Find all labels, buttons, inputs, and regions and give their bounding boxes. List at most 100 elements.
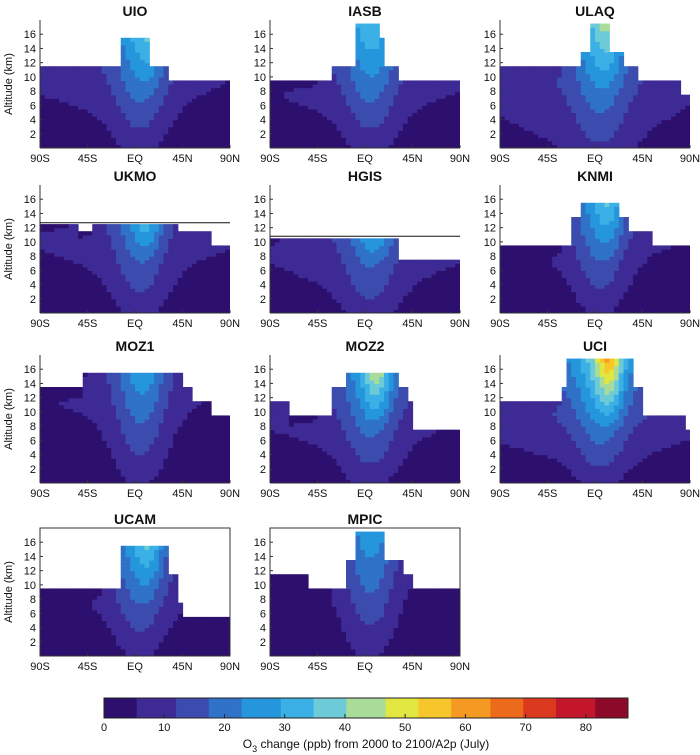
field-cell [274, 119, 281, 124]
field-cell [346, 144, 352, 148]
field-cell [365, 101, 371, 106]
field-cell [369, 30, 376, 35]
field-cell [379, 66, 385, 71]
field-cell [196, 87, 203, 92]
field-cell [78, 241, 84, 247]
field-cell [450, 291, 456, 296]
field-cell [82, 281, 89, 286]
x-tick-label: 45S [538, 153, 558, 165]
field-cell [360, 273, 366, 279]
field-cell [73, 270, 79, 275]
field-cell [369, 273, 376, 279]
field-cell [206, 108, 212, 114]
field-cell [523, 108, 530, 114]
field-cell [182, 116, 188, 121]
field-cell [322, 87, 328, 92]
field-cell [341, 277, 347, 282]
field-cell [163, 281, 169, 286]
field-cell [623, 84, 629, 89]
field-cell [59, 270, 65, 275]
field-cell [201, 238, 207, 243]
field-cell [54, 69, 60, 74]
field-cell [144, 41, 150, 46]
field-cell [220, 291, 226, 296]
field-cell [436, 137, 442, 142]
field-cell [68, 101, 74, 106]
field-cell [398, 273, 404, 279]
field-cell [40, 309, 46, 313]
field-cell [101, 91, 108, 96]
field-cell [388, 98, 395, 103]
field-cell [436, 101, 442, 106]
field-cell [599, 62, 606, 67]
field-cell [158, 281, 165, 286]
field-cell [355, 27, 361, 32]
field-cell [599, 66, 606, 71]
field-cell [40, 98, 46, 103]
field-cell [346, 137, 352, 142]
field-cell [163, 94, 169, 99]
field-cell [106, 98, 112, 103]
field-cell [431, 116, 437, 121]
field-cell [637, 119, 644, 124]
field-cell [528, 277, 534, 282]
field-cell [576, 98, 582, 103]
field-cell [500, 140, 506, 146]
field-cell [666, 137, 672, 142]
field-cell [523, 91, 530, 96]
x-tick-label: 45S [308, 153, 328, 165]
field-cell [445, 302, 452, 307]
field-cell [177, 295, 184, 300]
field-cell [54, 76, 60, 82]
field-cell [293, 273, 300, 279]
field-cell [509, 288, 515, 293]
field-cell [614, 133, 620, 138]
field-cell [523, 298, 530, 303]
field-cell [538, 298, 544, 303]
field-cell [431, 101, 437, 106]
field-cell [547, 298, 553, 303]
field-cell [54, 84, 60, 89]
field-cell [528, 133, 534, 138]
field-cell [163, 241, 169, 247]
field-cell [369, 116, 376, 121]
field-cell [289, 270, 295, 275]
field-cell [590, 80, 596, 85]
field-cell [412, 284, 418, 289]
field-cell [192, 309, 198, 313]
field-cell [274, 291, 281, 296]
field-cell [192, 116, 198, 121]
field-cell [44, 252, 51, 257]
field-cell [111, 94, 117, 99]
field-cell [139, 266, 146, 271]
field-cell [566, 119, 572, 124]
field-cell [580, 59, 587, 64]
field-cell [393, 126, 399, 131]
field-cell [365, 62, 371, 67]
field-cell [514, 302, 520, 307]
field-cell [652, 84, 658, 89]
field-cell [350, 309, 357, 313]
field-cell [604, 116, 610, 121]
field-cell [671, 116, 677, 121]
field-cell [523, 101, 530, 106]
field-cell [130, 263, 136, 268]
field-cell [637, 91, 644, 96]
field-cell [87, 231, 93, 236]
field-cell [642, 144, 648, 148]
field-cell [270, 259, 276, 264]
field-cell [168, 112, 174, 117]
field-cell [206, 263, 212, 268]
field-cell [355, 288, 361, 293]
field-cell [220, 108, 226, 114]
field-cell [403, 266, 409, 271]
field-cell [504, 256, 511, 261]
field-cell [445, 126, 452, 131]
field-cell [116, 288, 122, 293]
field-cell [149, 256, 155, 261]
field-cell [346, 101, 352, 106]
field-cell [346, 130, 352, 135]
field-cell [177, 116, 184, 121]
field-cell [580, 263, 587, 268]
field-cell [547, 263, 553, 268]
